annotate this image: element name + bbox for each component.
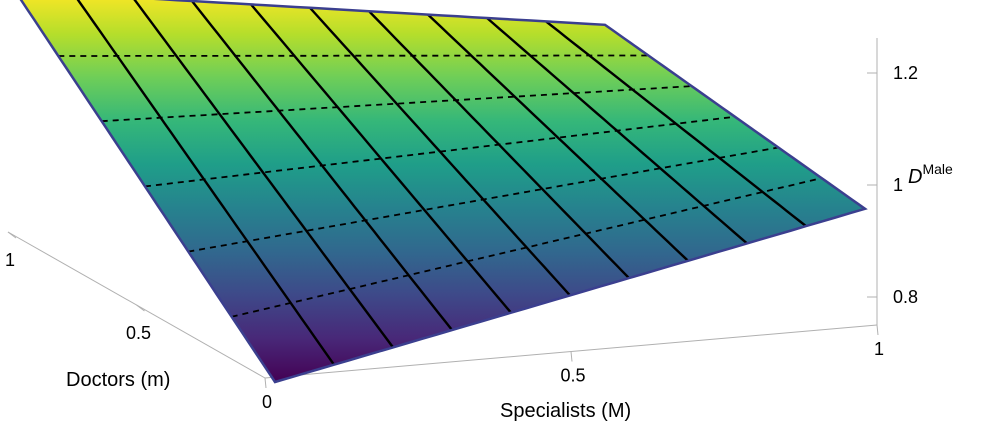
mesh-lines [58, 0, 822, 366]
z-axis-label-sup: Male [922, 161, 953, 177]
y-tick-mark [136, 304, 145, 312]
mesh-dashed-line [188, 146, 779, 253]
mesh-dashed-line [231, 177, 822, 318]
y-tick-label: 1 [5, 250, 15, 270]
z-tick-label: 1.2 [893, 63, 918, 83]
x-tick-mark [876, 324, 879, 336]
tick-group: 0 0.5 1 0.5 1 0.8 1 1.2 [5, 63, 918, 412]
y-axis-label: Doctors (m) [66, 369, 170, 391]
surface-fill [21, 0, 865, 382]
y-tick-label: 0.5 [126, 323, 151, 343]
x-tick-label: 0 [262, 392, 272, 412]
surface-outline [19, 0, 868, 384]
z-axis-label: DMale [908, 161, 953, 188]
x-axis-label: Specialists (M) [500, 400, 631, 422]
z-tick-label: 1 [893, 175, 903, 195]
surface-group [19, 0, 868, 384]
z-tick-label: 0.8 [893, 287, 918, 307]
x-tick-label: 0.5 [560, 366, 585, 386]
mesh-dashed-line [144, 115, 736, 188]
z-axis-label-base: D [908, 166, 922, 188]
x-tick-mark [570, 351, 573, 362]
y-tick-mark [7, 231, 17, 239]
mesh-solid-line [427, 13, 689, 262]
x-tick-label: 1 [874, 339, 884, 359]
x-tick-mark [264, 377, 267, 389]
